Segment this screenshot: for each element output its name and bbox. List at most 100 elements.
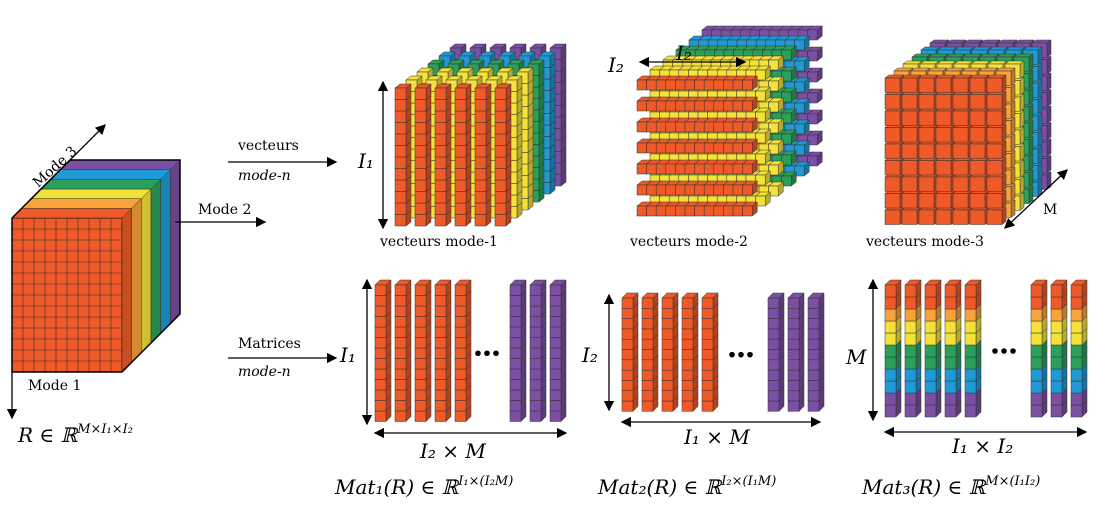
cell-front (374, 368, 387, 380)
cell-front (884, 344, 897, 358)
cell-front (755, 153, 766, 165)
cell-front (394, 347, 407, 359)
cell-front (414, 133, 427, 146)
cell-front (454, 110, 467, 123)
cell-front (713, 79, 724, 91)
cell-front (787, 369, 800, 381)
fibers-mode-1 (394, 43, 567, 227)
cell-side (1046, 72, 1052, 91)
cell-side (1037, 112, 1043, 131)
cell-front (904, 320, 917, 334)
cell-side (1010, 183, 1016, 202)
cell-front (964, 404, 977, 418)
cell-front (944, 296, 957, 310)
cell-front (681, 328, 694, 340)
cell-front (434, 214, 447, 227)
mode3-arrow (29, 124, 106, 201)
cell-front (454, 87, 467, 100)
formula: Mat₃(R) ∈ ℝM×(I₁I₂) (861, 474, 1040, 499)
cell-front (986, 94, 1003, 110)
cell-front (494, 214, 507, 227)
cell-front (901, 94, 918, 110)
cell-front (681, 297, 694, 309)
cell-front (374, 316, 387, 328)
cell-front (935, 127, 952, 143)
cell-front (767, 349, 780, 361)
cell-front (529, 316, 542, 328)
label: I₂ (581, 343, 598, 367)
cell-front (474, 133, 487, 146)
cell-front (414, 326, 427, 338)
cell-front (414, 99, 427, 112)
cell-front (944, 368, 957, 382)
cell-front (494, 99, 507, 112)
formula-sup: I₁×(I₂M) (457, 474, 513, 489)
cube-side-band (131, 198, 142, 363)
cell-front (454, 214, 467, 227)
cell-front (742, 121, 753, 133)
cell-front (394, 179, 407, 192)
cell-front (681, 338, 694, 350)
cell-front (884, 193, 901, 209)
cell-front (636, 205, 647, 217)
cell-front (434, 358, 447, 370)
cell-front (641, 369, 654, 381)
label: I₂ × M (419, 439, 486, 463)
cell-front (374, 295, 387, 307)
cell-front (1070, 320, 1083, 334)
cell-front (755, 111, 766, 123)
cell-front (414, 368, 427, 380)
cell-front (621, 297, 634, 309)
cell-front (807, 359, 820, 371)
cell-front (952, 209, 969, 225)
cell-front (755, 174, 766, 186)
cell-front (434, 99, 447, 112)
cell-front (434, 347, 447, 359)
cell-front (636, 121, 647, 133)
cell-front (767, 328, 780, 340)
cell-side (1019, 159, 1025, 178)
cell-front (901, 77, 918, 93)
cell-front (986, 176, 1003, 192)
cell-side (1019, 110, 1025, 129)
cell-front (807, 50, 818, 62)
cell-front (641, 400, 654, 412)
cell-side (1037, 79, 1043, 98)
cell-front (924, 404, 937, 418)
cell-front (952, 110, 969, 126)
cell-front (918, 110, 935, 126)
cell-front (394, 133, 407, 146)
cell-front (964, 368, 977, 382)
formula-sup: I₂×(I₁M) (720, 474, 776, 489)
cell-side (1046, 39, 1052, 58)
cell-front (681, 390, 694, 402)
cell-front (1050, 392, 1063, 406)
cell-front (884, 308, 897, 322)
cell-front (474, 202, 487, 215)
cell-front (787, 400, 800, 412)
cell-front (1050, 356, 1063, 370)
cell-front (661, 369, 674, 381)
cube-side-band (121, 207, 132, 373)
cell-front (969, 110, 986, 126)
cell-front (655, 142, 667, 154)
cell-front (509, 337, 522, 349)
cell-front (474, 156, 487, 169)
ellipsis-dot (1001, 348, 1007, 354)
cell-front (374, 358, 387, 370)
cell-front (807, 92, 818, 104)
cell-front (529, 347, 542, 359)
cell-front (655, 205, 667, 217)
cell-front (394, 191, 407, 204)
cell-front (924, 380, 937, 394)
cell-front (529, 295, 542, 307)
cell-front (1070, 356, 1083, 370)
cell-front (374, 379, 387, 391)
cell-front (723, 142, 734, 154)
cell-front (723, 163, 734, 175)
cell-front (681, 359, 694, 371)
cell-front (768, 122, 779, 134)
cell-side (1010, 67, 1016, 86)
cell-front (509, 326, 522, 338)
cell-front (621, 369, 634, 381)
